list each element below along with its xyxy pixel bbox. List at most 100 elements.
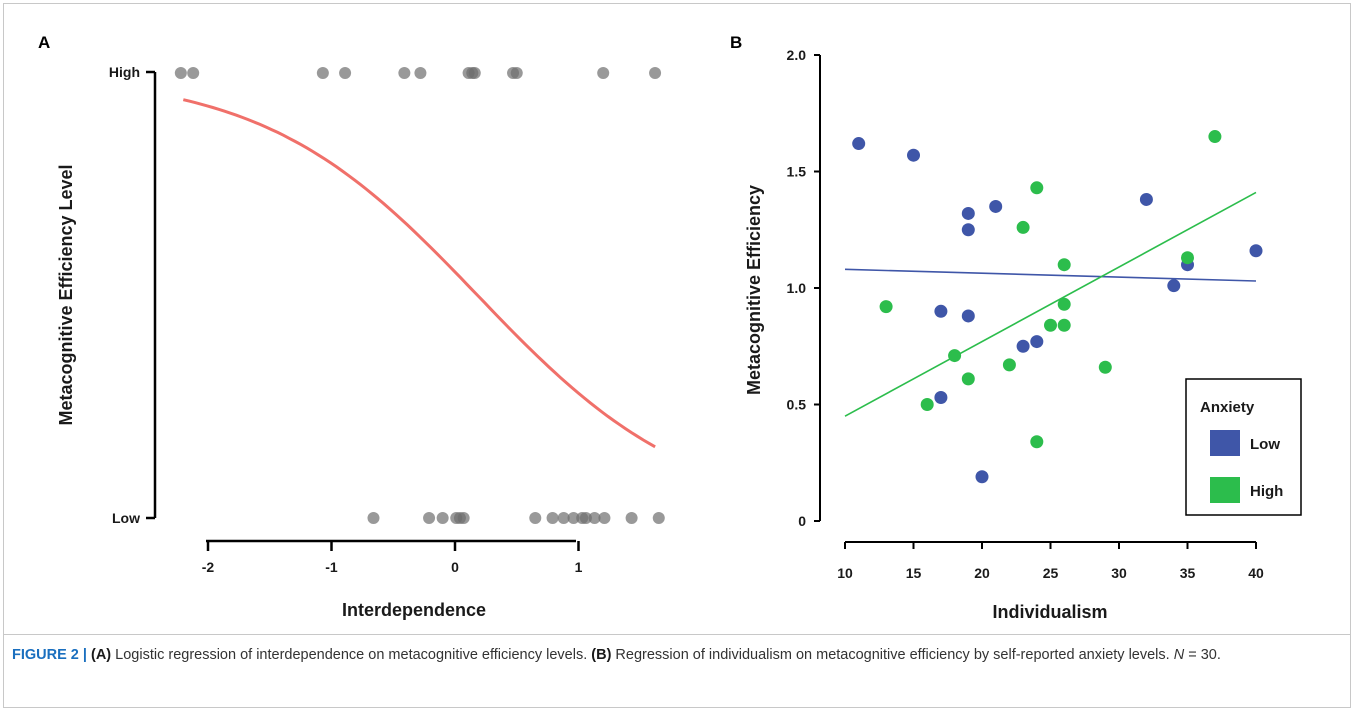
- point-low: [1016, 339, 1030, 353]
- panel-a-letter: A: [38, 33, 50, 52]
- legend-label-high: High: [1250, 483, 1283, 500]
- legend-title: Anxiety: [1200, 399, 1255, 416]
- panel-a-x-tick-label: 1: [575, 559, 583, 575]
- panel-b-x-tick-label: 30: [1111, 565, 1127, 581]
- point-high: [1030, 181, 1044, 195]
- panel-a-logistic-curve: [182, 98, 656, 449]
- caption-divider: [3, 634, 1351, 635]
- point-high: [1181, 251, 1194, 265]
- panel-b-legend: Anxiety Low High: [1185, 378, 1302, 516]
- panel-a-y-label-high: High: [109, 64, 140, 80]
- panel-a-x-axis-title: Interdependence: [342, 600, 486, 620]
- panel-a-x-tick-label: -2: [202, 559, 215, 575]
- caption-n-value: = 30.: [1184, 647, 1221, 663]
- point-high: [1057, 318, 1071, 332]
- panel-b-y-tick-label: 0: [798, 513, 806, 529]
- panel-a-point-high: [468, 67, 481, 79]
- panel-a-point-high: [174, 67, 187, 79]
- legend-swatch-low: [1210, 430, 1240, 456]
- point-low: [1167, 279, 1181, 293]
- panel-a-point-low: [423, 512, 436, 524]
- panel-a: A High Low Metacognitive Efficiency Leve…: [38, 33, 665, 620]
- panel-b-x-tick-label: 40: [1248, 565, 1264, 581]
- legend-label-low: Low: [1250, 436, 1280, 453]
- panel-a-point-high: [316, 67, 329, 79]
- point-low: [975, 470, 989, 484]
- panel-b-points: [852, 130, 1263, 484]
- point-high: [1030, 435, 1044, 449]
- point-low: [1249, 244, 1263, 258]
- panel-b-y-tick-label: 1.0: [787, 280, 807, 296]
- caption-b-text: Regression of individualism on metacogni…: [611, 647, 1174, 663]
- panel-b-x-tick-label: 15: [906, 565, 922, 581]
- panel-a-point-high: [597, 67, 610, 79]
- panel-b-x-axis-title: Individualism: [992, 602, 1107, 622]
- fit-line-high: [844, 191, 1257, 417]
- panel-b-x-tick-label: 35: [1180, 565, 1196, 581]
- panel-a-point-low: [436, 512, 449, 524]
- point-high: [1016, 220, 1030, 234]
- panel-b-x-tick-label: 20: [974, 565, 990, 581]
- panel-a-point-low: [529, 512, 542, 524]
- panel-a-point-low: [598, 512, 611, 524]
- point-high: [1057, 297, 1071, 311]
- point-low: [961, 206, 975, 220]
- panel-b: B 0 0.5 1.0 1.5 2.0 10 15 20 25 30 35 40 Metacogni…: [730, 33, 1302, 622]
- fit-line-low: [844, 268, 1257, 282]
- panel-a-point-low: [557, 512, 570, 524]
- caption-b-tag: (B): [591, 647, 612, 663]
- panel-a-point-high: [398, 67, 411, 79]
- point-high: [1044, 318, 1057, 332]
- panel-a-point-high: [339, 67, 352, 79]
- point-low: [1139, 192, 1153, 206]
- point-high: [961, 372, 975, 386]
- panel-b-x-tick-label: 10: [837, 565, 853, 581]
- panel-b-y-tick-label: 1.5: [787, 164, 807, 180]
- panel-a-point-high: [510, 67, 523, 79]
- panel-b-y-axis-title: Metacognitive Efficiency: [744, 185, 764, 395]
- point-high: [948, 349, 962, 363]
- point-low: [934, 304, 948, 318]
- point-low: [989, 199, 1003, 213]
- figure-frame: [3, 3, 1351, 708]
- point-high: [879, 300, 893, 314]
- caption-figure-label: FIGURE 2 |: [12, 647, 91, 663]
- panel-b-x-ticks: 10 15 20 25 30 35 40: [837, 542, 1264, 581]
- caption-a-text: Logistic regression of interdependence o…: [111, 647, 592, 663]
- panel-a-point-low: [567, 512, 580, 524]
- panel-b-y-tick-label: 2.0: [787, 47, 807, 63]
- point-low: [907, 148, 920, 162]
- panel-a-x-tick-label: 0: [451, 559, 459, 575]
- point-high: [920, 398, 934, 411]
- figure-2: A High Low Metacognitive Efficiency Leve…: [38, 33, 1302, 622]
- panel-a-points: [174, 67, 665, 524]
- figure-caption: FIGURE 2 | (A) Logistic regression of in…: [12, 644, 1332, 666]
- panel-a-point-low: [367, 512, 380, 524]
- panel-a-point-low: [652, 512, 665, 524]
- panel-a-y-label-low: Low: [112, 510, 140, 526]
- legend-box: [1185, 378, 1302, 516]
- panel-a-point-low: [457, 512, 470, 524]
- point-low: [852, 137, 866, 151]
- panel-b-x-tick-label: 25: [1043, 565, 1059, 581]
- panel-a-point-high: [649, 67, 662, 79]
- point-high: [1057, 258, 1071, 272]
- panel-a-point-low: [579, 512, 592, 524]
- point-low: [934, 391, 948, 405]
- panel-b-y-tick-label: 0.5: [787, 397, 807, 413]
- panel-a-point-high: [187, 67, 200, 79]
- panel-b-letter: B: [730, 33, 742, 52]
- point-low: [961, 223, 975, 237]
- panel-b-y-ticks: 0 0.5 1.0 1.5 2.0: [787, 47, 820, 529]
- point-high: [1002, 358, 1016, 372]
- legend-swatch-high: [1210, 477, 1240, 503]
- panel-a-point-low: [546, 512, 559, 524]
- point-low: [961, 309, 975, 323]
- panel-a-y-axis-title: Metacognitive Efficiency Level: [56, 164, 76, 425]
- caption-a-tag: (A): [91, 647, 112, 663]
- panel-a-point-high: [414, 67, 427, 79]
- panel-b-fit-lines: [844, 191, 1257, 417]
- point-high: [1098, 360, 1112, 374]
- point-low: [1030, 335, 1044, 349]
- panel-a-point-low: [625, 512, 638, 524]
